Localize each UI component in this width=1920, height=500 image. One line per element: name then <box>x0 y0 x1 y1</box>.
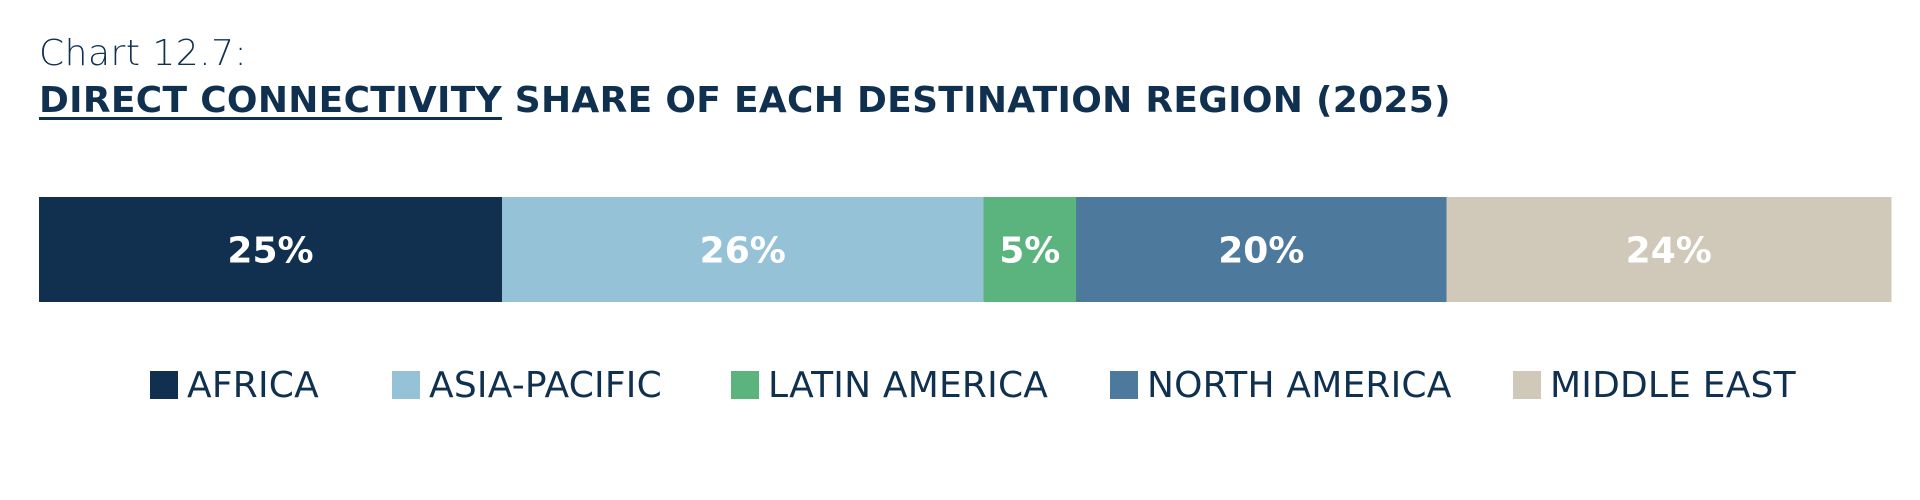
legend-swatch <box>1110 371 1138 399</box>
legend-label: MIDDLE EAST <box>1550 364 1796 406</box>
legend-label: LATIN AMERICA <box>768 364 1049 406</box>
stacked-bar-chart: 25% 26% 5% 20% 24% <box>39 197 1892 302</box>
legend-item-north-america: NORTH AMERICA <box>1110 360 1452 410</box>
bar-segment-asia-pacific <box>502 197 985 302</box>
legend-swatch <box>150 371 178 399</box>
bar-segment-north-america <box>1076 197 1448 302</box>
chart-title-rest: SHARE OF EACH DESTINATION REGION (2025) <box>501 80 1451 121</box>
legend-label: ASIA-PACIFIC <box>429 364 662 406</box>
chart-title: DIRECT CONNECTIVITY SHARE OF EACH DESTIN… <box>39 80 1451 121</box>
bar-value-label-latin-america: 5% <box>999 231 1060 272</box>
bar-segment-latin-america <box>983 197 1077 302</box>
bar-value-label-middle-east: 24% <box>1626 231 1712 272</box>
legend-item-africa: AFRICA <box>150 360 319 410</box>
bar-labels: 25% 26% 5% 20% 24% <box>227 231 1711 272</box>
legend-swatch <box>1513 371 1541 399</box>
legend-item-asia-pacific: ASIA-PACIFIC <box>392 360 662 410</box>
bar-value-label-asia-pacific: 26% <box>700 231 786 272</box>
legend-item-latin-america: LATIN AMERICA <box>731 360 1048 410</box>
legend-swatch <box>731 371 759 399</box>
bar-value-label-africa: 25% <box>227 231 313 272</box>
bar-segment-africa <box>39 197 503 302</box>
legend-label: NORTH AMERICA <box>1147 364 1452 406</box>
chart-legend: AFRICA ASIA-PACIFIC LATIN AMERICA NORTH AME… <box>0 360 1920 410</box>
bar-value-label-north-america: 20% <box>1218 231 1304 272</box>
bar-segment-middle-east <box>1446 197 1892 302</box>
chart-title-emphasis: DIRECT CONNECTIVITY <box>39 80 502 121</box>
legend-label: AFRICA <box>187 364 319 406</box>
chart-number-label: Chart 12.7: <box>39 33 248 74</box>
legend-swatch <box>392 371 420 399</box>
bar-segments <box>39 197 1892 302</box>
legend-item-middle-east: MIDDLE EAST <box>1513 360 1796 410</box>
